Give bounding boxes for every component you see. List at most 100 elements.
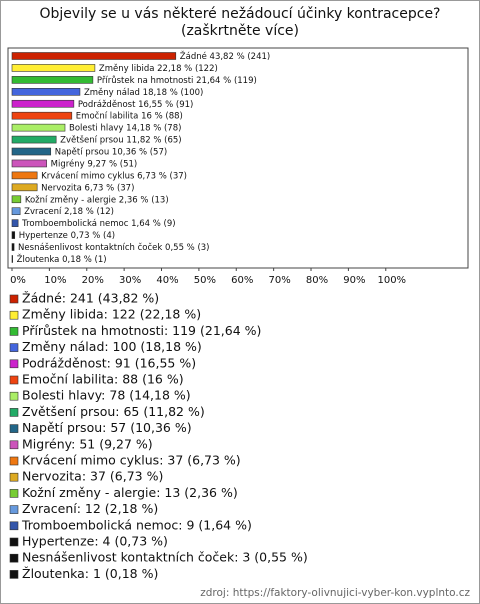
legend-label: Žloutenka: 1 (0,18 %): [22, 566, 158, 581]
legend-marker: [9, 359, 19, 369]
source: zdroj: https://faktory-olivnujici-vyber-…: [200, 587, 470, 599]
bar-label: Změny nálad 18,18 % (100): [84, 87, 203, 97]
bar-value-label: 2,18 % (12): [64, 207, 114, 217]
bar: [11, 183, 38, 192]
bar: [11, 147, 52, 156]
bar-category: Hypertenze: [19, 231, 68, 241]
bar-value-label: 11,82 % (65): [126, 135, 181, 145]
legend-marker: [9, 521, 19, 531]
bar-label: Nesnášenlivost kontaktních čoček 0,55 % …: [18, 242, 209, 253]
bar-value-label: 1,64 % (9): [131, 219, 175, 229]
legend-label: Zvětšení prsou: 65 (11,82 %): [22, 404, 205, 419]
legend-label: Napětí prsou: 57 (10,36 %): [22, 420, 192, 435]
bar-value-label: 43,82 % (241): [210, 52, 271, 62]
legend-marker: [9, 440, 19, 450]
bar: [11, 159, 47, 168]
legend-label: Podrážděnost: 91 (16,55 %): [22, 355, 196, 370]
bar-value-label: 2,36 % (13): [119, 195, 169, 205]
bar-label: Krvácení mimo cyklus 6,73 % (37): [41, 171, 187, 181]
bar-label: Zvětšení prsou 11,82 % (65): [60, 134, 181, 145]
bar-label: Tromboembolická nemoc 1,64 % (9): [21, 219, 175, 229]
bar-label: Nervozita 6,73 % (37): [41, 183, 134, 193]
bar-category: Nesnášenlivost kontaktních čoček: [18, 242, 162, 253]
plot-area: [7, 47, 469, 269]
bar-value-label: 16,55 % (91): [138, 99, 193, 109]
bar-category: Bolesti hlavy: [69, 123, 123, 133]
legend-marker: [9, 343, 19, 352]
legend-marker: [9, 489, 19, 498]
bar-category: Kožní změny - alergie: [25, 195, 116, 205]
bar-label: Podrážděnost 16,55 % (91): [78, 99, 194, 109]
x-tick-label: 80%: [306, 275, 328, 286]
bar-category: Změny nálad: [84, 87, 140, 97]
legend-label: Nervozita: 37 (6,73 %): [22, 469, 163, 484]
bar-value-label: 21,64 % (119): [196, 75, 257, 85]
x-tick-label: 10%: [44, 275, 66, 286]
x-tick-label: 70%: [269, 275, 291, 286]
legend-marker: [9, 472, 19, 482]
legend-label: Tromboembolická nemoc: 9 (1,64 %): [21, 517, 252, 532]
x-tick-label: 90%: [343, 275, 365, 286]
bar-category: Žloutenka: [17, 252, 60, 264]
bar-value-label: 0,55 % (3): [165, 243, 209, 253]
bar: [11, 171, 38, 180]
bar-category: Tromboembolická nemoc: [21, 219, 129, 229]
bar-category: Krvácení mimo cyklus: [41, 171, 135, 181]
bar: [11, 219, 19, 227]
legend-marker: [9, 553, 19, 563]
legend-label: Přírůstek na hmotnosti: 119 (21,64 %): [22, 323, 261, 338]
legend-marker: [9, 424, 19, 433]
bar-value-label: 0,73 % (4): [71, 231, 115, 241]
x-tick-label: 0%: [10, 275, 26, 286]
bar-value-label: 6,73 % (37): [85, 183, 135, 193]
legend-marker: [9, 570, 19, 579]
bar-value-label: 10,36 % (57): [112, 147, 167, 157]
bar: [11, 195, 22, 204]
bar: [11, 88, 81, 96]
legend-marker: [9, 294, 19, 304]
bar: [11, 111, 73, 120]
legend-label: Nesnášenlivost kontaktních čoček: 3 (0,5…: [22, 550, 308, 565]
bar-category: Emoční labilita: [76, 110, 139, 121]
bar-label: Zvracení 2,18 % (12): [24, 207, 114, 217]
legend-marker: [9, 408, 19, 417]
bar-value-label: 0,18 % (1): [62, 254, 106, 264]
legend-label: Migrény: 51 (9,27 %): [22, 436, 153, 451]
bar-label: Přírůstek na hmotnosti 21,64 % (119): [97, 74, 257, 85]
bar-category: Nervozita: [41, 183, 82, 193]
bar-category: Zvětšení prsou: [60, 134, 123, 145]
x-tick-label: 60%: [231, 275, 253, 286]
bar: [11, 76, 94, 84]
bar-category: Migrény: [51, 158, 85, 169]
legend-marker: [9, 505, 19, 514]
bar-category: Přírůstek na hmotnosti: [97, 74, 194, 85]
bar: [11, 135, 57, 144]
legend-marker: [9, 456, 19, 466]
bar: [11, 99, 75, 108]
bar-category: Podrážděnost: [78, 99, 136, 109]
bar: [11, 123, 66, 132]
bar-value-label: 9,27 % (51): [87, 159, 137, 169]
chart-title: Objevily se u vás některé nežádoucí účin…: [39, 6, 441, 39]
bar-value-label: 22,18 % (122): [157, 63, 218, 73]
bar-value-label: 18,18 % (100): [143, 87, 204, 97]
x-tick-label: 30%: [119, 275, 141, 286]
bar-label: Žádné 43,82 % (241): [180, 50, 270, 62]
bar-category: Napětí prsou: [55, 147, 110, 157]
bar: [11, 243, 15, 251]
bar-label: Žloutenka 0,18 % (1): [17, 252, 107, 264]
x-tick-label: 20%: [82, 275, 104, 286]
bar-category: Změny libida: [99, 63, 155, 73]
legend-label: Změny nálad: 100 (18,18 %): [22, 339, 202, 354]
legend-marker: [9, 327, 19, 336]
legend-label: Bolesti hlavy: 78 (14,18 %): [22, 388, 191, 403]
legend-marker: [9, 537, 19, 547]
bar: [11, 207, 21, 216]
bar-value-label: 16 % (88): [141, 111, 183, 121]
x-tick-label: 40%: [156, 275, 178, 286]
legend-marker: [9, 375, 19, 385]
legend-marker: [9, 391, 19, 401]
bar-value-label: 6,73 % (37): [137, 171, 187, 181]
